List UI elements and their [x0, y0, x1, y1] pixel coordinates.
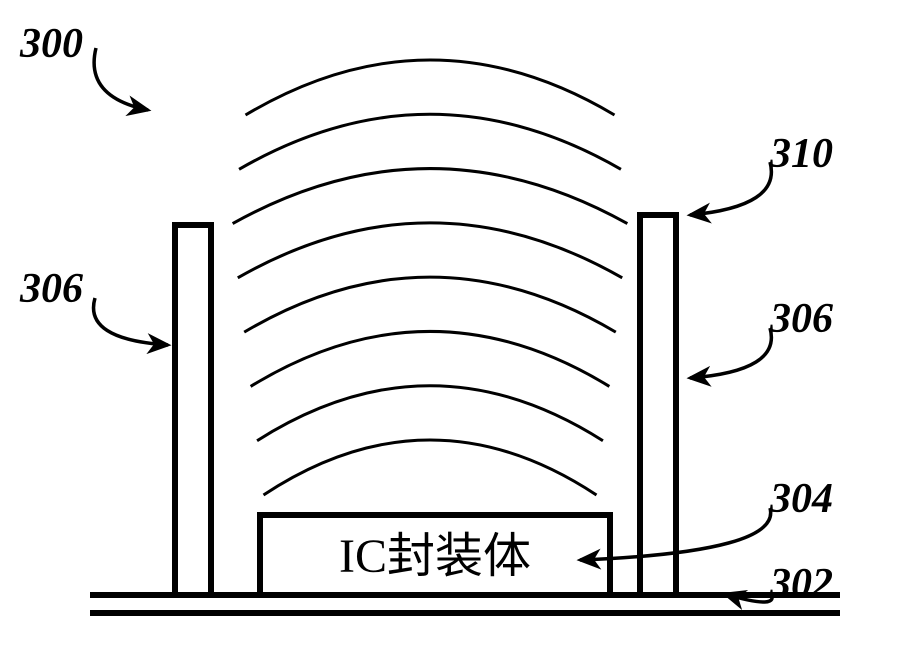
- radiation-arc: [244, 277, 616, 332]
- radiation-arc: [251, 331, 610, 386]
- label-302: 302: [770, 560, 833, 608]
- radiation-arc: [239, 114, 621, 169]
- radiation-arc: [238, 223, 622, 278]
- label-306-left: 306: [20, 265, 83, 313]
- radiation-arc: [264, 440, 597, 495]
- radiation-arc: [257, 386, 603, 441]
- pillar-right: [640, 215, 676, 595]
- pillar-left: [175, 225, 211, 595]
- radiation-arc: [246, 60, 615, 115]
- label-306-right: 306: [770, 295, 833, 343]
- radiation-arc: [233, 169, 628, 224]
- leader-306R: [690, 328, 771, 378]
- leader-300: [94, 48, 148, 110]
- label-310: 310: [770, 130, 833, 178]
- label-304: 304: [770, 475, 833, 523]
- label-300: 300: [20, 20, 83, 68]
- leader-306L: [94, 298, 168, 345]
- ic-package-text: IC封装体: [339, 530, 531, 583]
- leader-310: [690, 162, 771, 215]
